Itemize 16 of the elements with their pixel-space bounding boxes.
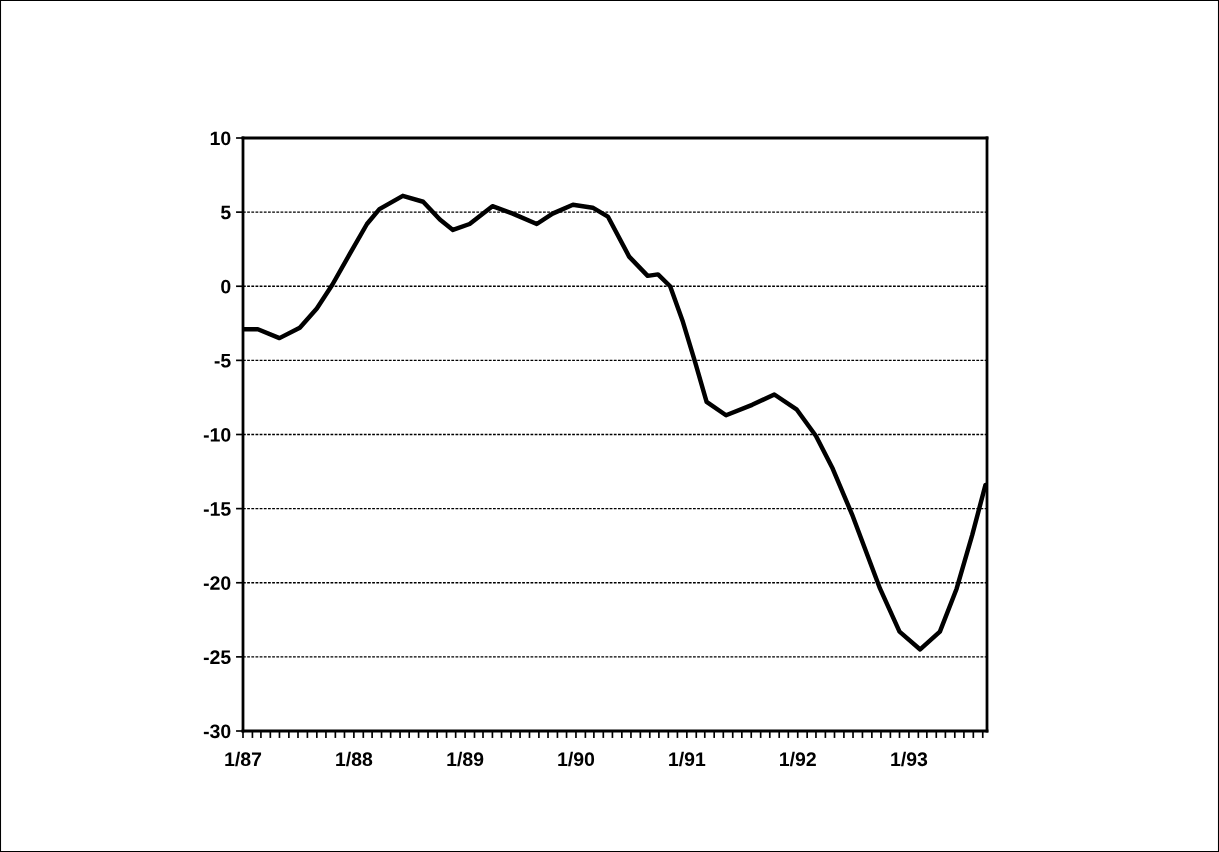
- x-tick-label: 1/90: [558, 751, 595, 767]
- y-tick-label: -20: [203, 576, 231, 590]
- x-tick-label: 1/87: [225, 751, 262, 767]
- x-tick-label: 1/89: [447, 751, 484, 767]
- y-tick-label: -10: [203, 427, 231, 442]
- x-tick-label: 1/92: [780, 751, 816, 767]
- y-tick-label: -15: [203, 502, 231, 516]
- y-tick-label: 0: [221, 279, 231, 294]
- y-tick-label: -30: [203, 724, 231, 739]
- y-tick-label: -25: [203, 650, 231, 665]
- x-tick-label: 1/91: [669, 751, 706, 767]
- y-tick-label: 10: [210, 131, 231, 146]
- y-tick-label: 5: [220, 205, 231, 220]
- y-tick-label: -5: [214, 354, 231, 368]
- x-tick-label: 1/93: [891, 751, 928, 767]
- x-tick-label: 1/88: [336, 751, 373, 767]
